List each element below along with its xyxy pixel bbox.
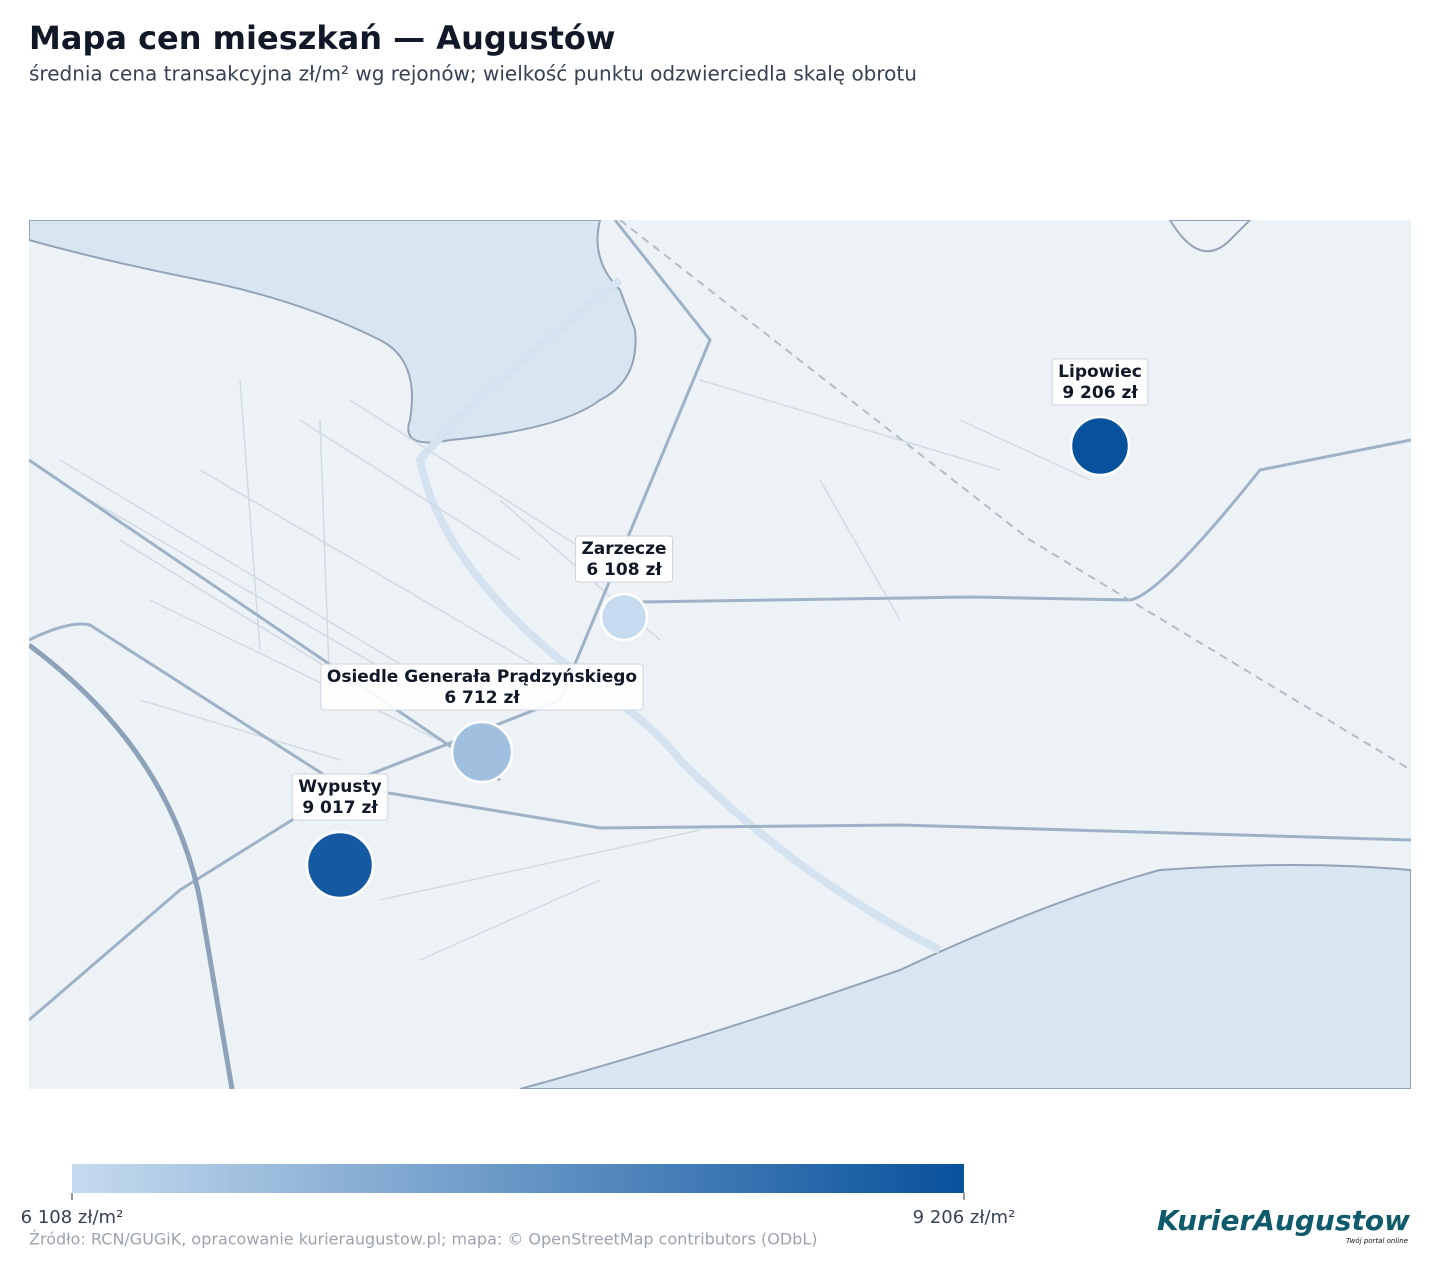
point-value: 9 206 zł <box>1062 383 1138 403</box>
logo-tagline: Twój portal online <box>1346 1237 1408 1245</box>
point-value: 6 108 zł <box>586 560 662 580</box>
label-box <box>320 663 644 711</box>
point-name: Wypusty <box>298 777 381 797</box>
colorbar-tick-label: 9 206 zł/m² <box>913 1207 1016 1228</box>
price-point <box>1069 415 1131 477</box>
label-box <box>291 773 389 821</box>
point-name: Osiedle Generała Prądzyńskiego <box>327 667 637 687</box>
point-value: 6 712 zł <box>444 688 520 708</box>
price-point <box>599 592 649 642</box>
colorbar <box>72 1164 964 1193</box>
colorbar-tick-label: 6 108 zł/m² <box>21 1207 124 1228</box>
basemap <box>29 220 1411 1089</box>
colorbar-ticks: 6 108 zł/m² 9 206 zł/m² <box>21 1193 1016 1228</box>
point-name: Lipowiec <box>1058 362 1142 382</box>
label-box <box>1051 358 1149 406</box>
price-point <box>450 720 514 784</box>
source: Źródło: RCN/GUGiK, opracowanie kurieraug… <box>29 1230 817 1249</box>
title: Mapa cen mieszkań — Augustów <box>29 19 615 57</box>
subtitle: średnia cena transakcyjna zł/m² wg rejon… <box>29 62 917 86</box>
price-point <box>305 830 375 900</box>
label-box <box>574 535 674 583</box>
point-value: 9 017 zł <box>302 798 378 818</box>
logo: KurierAugustow <box>1157 1204 1410 1237</box>
point-name: Zarzecze <box>581 539 666 559</box>
